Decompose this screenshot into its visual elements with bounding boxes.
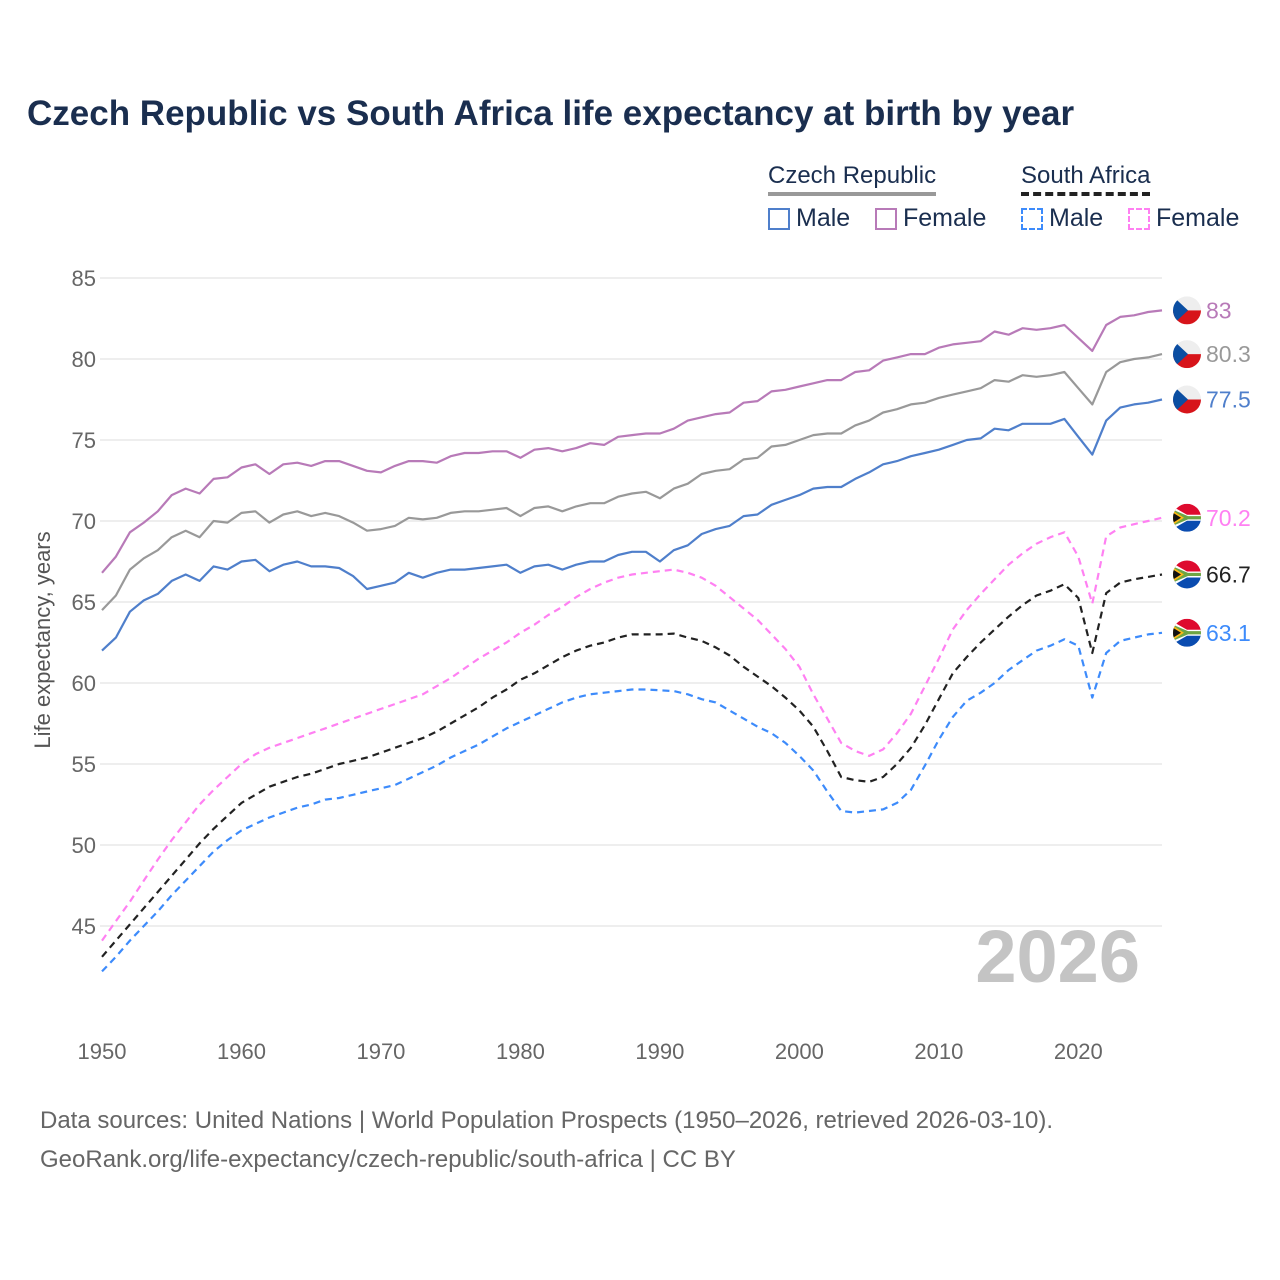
end-labels: 83 80.3 77.5 70.2 66.7 63.1 (1173, 296, 1251, 647)
legend-swatch-cz-male (768, 207, 790, 230)
flag-shape (1173, 560, 1201, 589)
end-value-label: 83 (1206, 297, 1232, 323)
flag-black (1173, 569, 1181, 580)
series-line-cz-male (101, 398, 1163, 652)
end-value-label: 70.2 (1206, 505, 1251, 531)
series-line-za-male (101, 631, 1163, 973)
x-tick-label: 2010 (914, 1039, 963, 1064)
south-africa-flag-icon (1173, 560, 1201, 589)
y-tick-label: 60 (72, 671, 96, 696)
y-tick-label: 65 (72, 590, 96, 615)
series-line-za-total (101, 573, 1163, 958)
footer-credit[interactable]: GeoRank.org/life-expectancy/czech-republ… (40, 1146, 736, 1173)
legend-label: Male (1049, 204, 1104, 232)
legend-za-male[interactable]: Male (1021, 204, 1103, 233)
series-line-za-female (101, 516, 1163, 942)
x-axis-ticks: 1950 1960 1970 1980 1990 2000 2010 2020 (78, 1039, 1103, 1064)
watermark-year: 2026 (975, 915, 1140, 998)
czech-flag-icon (1173, 385, 1201, 414)
chart-title: Czech Republic vs South Africa life expe… (27, 94, 1075, 133)
legend-label: Male (796, 204, 851, 232)
south-africa-flag-icon (1173, 618, 1201, 647)
x-tick-label: 1990 (635, 1039, 684, 1064)
footer-sources: Data sources: United Nations | World Pop… (40, 1107, 1054, 1134)
flag-green (1173, 566, 1201, 583)
flag-shape (1173, 618, 1201, 647)
czech-flag-icon (1173, 340, 1201, 369)
south-africa-flag-icon (1173, 503, 1201, 532)
flag-shape (1173, 503, 1201, 532)
flag-blue (1173, 296, 1188, 325)
y-tick-label: 80 (72, 347, 96, 372)
flag-shape (1173, 296, 1201, 325)
y-tick-label: 50 (72, 833, 96, 858)
y-tick-label: 85 (72, 266, 96, 291)
legend-label: Female (1156, 204, 1240, 232)
x-tick-label: 2000 (775, 1039, 824, 1064)
y-tick-label: 70 (72, 509, 96, 534)
y-axis-ticks: 45 50 55 60 65 70 75 80 85 (72, 266, 96, 939)
legend-south-africa: South Africa (1021, 162, 1151, 196)
x-tick-label: 1980 (496, 1039, 545, 1064)
flag-shape (1173, 385, 1201, 414)
flag-green (1173, 509, 1201, 526)
y-tick-label: 75 (72, 428, 96, 453)
end-value-label: 80.3 (1206, 341, 1251, 367)
x-tick-label: 2020 (1054, 1039, 1103, 1064)
end-value-label: 66.7 (1206, 561, 1251, 587)
legend-swatch-cz-female (875, 207, 897, 230)
end-value-label: 77.5 (1206, 387, 1251, 413)
x-tick-label: 1950 (78, 1039, 127, 1064)
y-tick-label: 45 (72, 914, 96, 939)
czech-flag-icon (1173, 296, 1201, 325)
y-axis-label: Life expectancy, years (30, 531, 55, 748)
series-lines (101, 309, 1163, 973)
series-line-cz-female (101, 309, 1163, 574)
y-tick-label: 55 (72, 752, 96, 777)
x-tick-label: 1970 (356, 1039, 405, 1064)
legend-cz-male[interactable]: Male (768, 204, 850, 233)
flag-black (1173, 627, 1181, 638)
legend-cz-female[interactable]: Female (875, 204, 986, 233)
legend-swatch-za-male (1021, 207, 1043, 230)
x-tick-label: 1960 (217, 1039, 266, 1064)
end-value-label: 63.1 (1206, 620, 1251, 646)
flag-black (1173, 512, 1181, 523)
series-line-cz-total (101, 353, 1163, 611)
legend-swatch-za-female (1128, 207, 1150, 230)
flag-blue (1173, 340, 1188, 369)
legend-czech-republic: Czech Republic (768, 162, 937, 196)
grid (100, 277, 1162, 927)
flag-blue (1173, 385, 1188, 414)
legend-za-female[interactable]: Female (1128, 204, 1239, 233)
legend-label: Female (903, 204, 987, 232)
flag-shape (1173, 340, 1201, 369)
flag-green (1173, 624, 1201, 641)
